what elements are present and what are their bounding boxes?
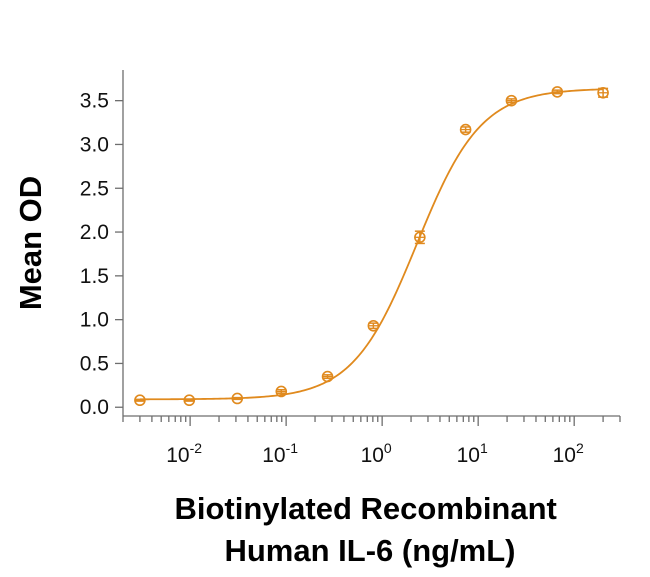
y-tick-label: 3.0	[80, 133, 109, 156]
data-point	[134, 394, 146, 407]
data-point	[275, 385, 288, 398]
x-tick-label: 102	[553, 440, 584, 467]
data-point	[321, 370, 334, 383]
data-point	[367, 319, 380, 332]
fit-curve	[139, 88, 604, 401]
data-point	[597, 86, 609, 99]
y-tick-label: 1.5	[80, 265, 109, 288]
data-point	[505, 94, 518, 107]
y-tick-label: 0.0	[80, 396, 109, 419]
y-tick-label: 2.5	[80, 177, 109, 200]
data-point	[551, 86, 564, 98]
data-point	[231, 392, 244, 405]
x-axis-title-line-2: Human IL-6 (ng/mL)	[224, 533, 515, 568]
y-tick-label: 2.0	[80, 221, 109, 244]
data-point	[459, 123, 472, 136]
x-tick-label: 101	[457, 440, 488, 467]
x-axis-title: Biotinylated Recombinant Human IL-6 (ng/…	[175, 491, 566, 568]
x-tick-label: 10-1	[262, 440, 298, 467]
x-ticks: 10-2 10-1 100 101 102	[122, 416, 621, 467]
x-axis-title-line-1: Biotinylated Recombinant	[175, 491, 557, 526]
y-tick-label: 1.0	[80, 309, 109, 332]
y-axis-title: Mean OD	[13, 176, 48, 310]
axes	[122, 70, 620, 417]
y-tick-label: 3.5	[80, 90, 109, 113]
data-points	[134, 86, 609, 407]
x-tick-label: 100	[361, 440, 392, 467]
data-point	[414, 230, 426, 245]
x-tick-label: 10-2	[166, 440, 202, 467]
y-tick-label: 0.5	[80, 352, 109, 375]
y-ticks: 0.0 0.5 1.0 1.5 2.0 2.5 3.0 3.5	[80, 90, 123, 419]
data-point	[183, 394, 196, 407]
